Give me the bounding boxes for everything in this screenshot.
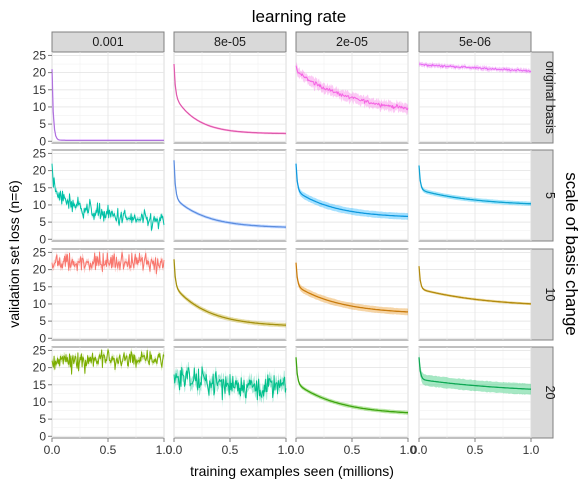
y-tick-label: 5 [39,215,46,229]
y-tick-label: 0 [39,331,46,345]
facet-panel [418,248,532,341]
y-tick-label: 25 [33,48,47,62]
series-line [295,262,408,313]
facet-panel [51,346,165,439]
confidence-band [419,163,531,206]
facet-panel [51,248,165,341]
x-tick-label: 0.5 [467,443,484,457]
series-line-shade [418,165,532,205]
facet-panel [418,149,532,242]
y-tick-label: 5 [39,412,46,426]
x-tick-label: 0.0 [166,443,183,457]
x-tick-label: 1.0 [400,443,417,457]
y-tick-label: 0 [39,429,46,443]
facet-panel [173,149,287,242]
facet-panels: 0.001 8e-05 2e-05 5e-06 original basis 5 10 20 0… [33,31,557,457]
y-tick-label: 15 [33,378,47,392]
y-tick-label: 10 [33,297,47,311]
x-tick-label: 0.5 [344,443,361,457]
y-tick-label: 10 [33,198,47,212]
facet-panel [418,51,532,144]
x-tick-label: 0.0 [411,443,428,457]
y-tick-label: 0 [39,232,46,246]
y-tick-label: 25 [33,245,47,259]
x-tick-label: 1.0 [278,443,295,457]
y-tick-label: 5 [39,314,46,328]
facet-panel [173,51,287,144]
x-tick-label: 0.5 [100,443,117,457]
column-strip-label: 2e-05 [336,35,368,49]
y-tick-label: 25 [33,343,47,357]
y-tick-label: 10 [33,395,47,409]
confidence-band [419,351,531,395]
series-line [418,63,532,73]
series-line [295,357,409,414]
series-line-shade [418,266,532,305]
y-tick-label: 15 [33,83,47,97]
series-line [51,349,165,375]
row-strip-label: original basis [543,61,557,134]
column-strip-label: 5e-06 [459,35,491,49]
row-strip-label: 20 [543,386,557,400]
y-tick-label: 15 [33,181,47,195]
series-line [418,165,532,205]
facet-panel [295,149,409,242]
x-tick-label: 1.0 [156,443,173,457]
facet-panel [173,346,287,439]
facet-row-title: scale of basis change [562,172,580,336]
y-tick-label: 20 [33,164,47,178]
row-strip-label: 5 [543,192,557,199]
x-tick-label: 0.0 [44,443,61,457]
confidence-band [296,61,408,116]
confidence-band [296,355,408,415]
series-line [51,163,165,231]
series-line [418,266,532,305]
x-axis-title: training examples seen (millions) [190,463,394,479]
series-line [173,160,286,228]
facet-panel [418,346,532,439]
y-tick-label: 5 [39,117,46,131]
series-line-shade [173,63,286,134]
series-line-shade [418,357,532,390]
facet-panel [295,51,409,144]
facet-panel [295,346,409,439]
series-line [295,163,408,218]
y-tick-label: 0 [39,134,46,148]
y-tick-label: 25 [33,146,47,160]
x-tick-label: 0.5 [222,443,239,457]
confidence-band [296,259,408,316]
series-line-shade [51,69,164,141]
column-strip-label: 8e-05 [214,35,246,49]
column-strip-label: 0.001 [92,35,123,49]
series-line [173,63,286,135]
y-tick-label: 20 [33,66,47,80]
row-strip-label: 10 [543,288,557,302]
y-axis-title: validation set loss (n=6) [6,180,22,327]
y-tick-label: 20 [33,361,47,375]
chart-title: learning rate [252,7,347,26]
y-tick-label: 20 [33,263,47,277]
series-line-shade [295,163,408,217]
x-tick-label: 1.0 [523,443,540,457]
series-line [173,259,287,326]
series-line [51,69,164,141]
series-line [51,251,165,275]
facet-panel [51,149,165,242]
series-line-shade [295,357,409,413]
y-tick-label: 15 [33,280,47,294]
series-line-shade [173,160,286,228]
series-line-shade [173,259,287,326]
x-tick-label: 0.0 [288,443,305,457]
series-line [418,357,532,390]
series-line-shade [295,262,408,313]
facet-panel [51,51,165,144]
confidence-band [174,360,286,408]
confidence-band [52,346,164,378]
facet-panel [173,248,287,341]
series-line [295,65,409,111]
facet-panel [295,248,409,341]
y-tick-label: 10 [33,100,47,114]
series-line [173,366,287,401]
